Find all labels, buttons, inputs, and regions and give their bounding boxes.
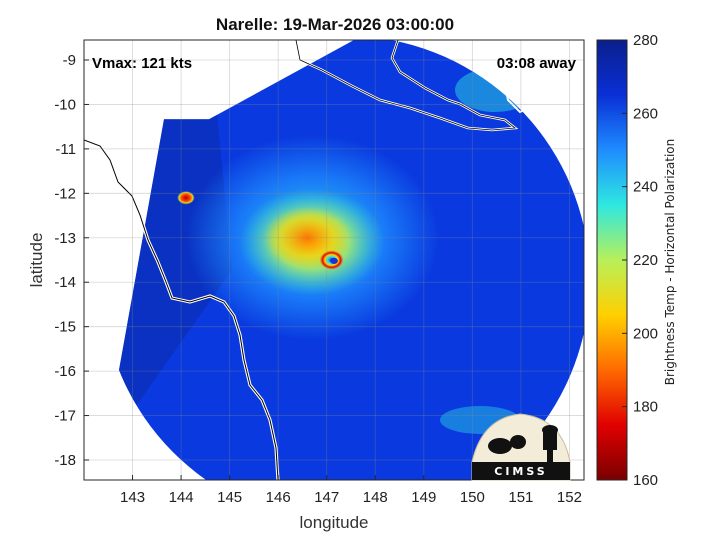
y-tick-label: -12 [54, 185, 76, 202]
chart-title: Narelle: 19-Mar-2026 03:00:00 [216, 15, 454, 34]
eye [330, 257, 338, 264]
x-tick-label: 149 [411, 489, 436, 506]
y-axis-ticks: -9 -10 -11 -12 -13 -14 -15 -16 -17 -18 [54, 52, 89, 469]
coastline-inner [84, 139, 279, 480]
y-tick-label: -15 [54, 319, 76, 336]
colorbar-tick-label: 240 [633, 179, 658, 196]
colorbar-tick-label: 160 [633, 472, 658, 489]
y-tick-label: -11 [55, 141, 76, 158]
y-tick-label: -13 [54, 230, 76, 247]
x-axis-ticks: 143 144 145 146 147 148 149 150 151 152 [120, 475, 582, 506]
y-axis-label: latitude [27, 233, 46, 288]
cimss-logo: CIMSS [471, 413, 571, 481]
plot-frame [83, 39, 585, 481]
x-tick-label: 144 [169, 489, 194, 506]
x-tick-label: 148 [363, 489, 388, 506]
x-tick-label: 151 [508, 489, 533, 506]
colorbar-label: Brightness Temp - Horizontal Polarizatio… [663, 139, 677, 386]
gridlines [84, 40, 584, 480]
y-tick-label: -9 [63, 52, 76, 69]
y-tick-label: -14 [54, 274, 76, 291]
x-tick-label: 152 [557, 489, 582, 506]
x-tick-label: 146 [266, 489, 291, 506]
x-tick-label: 150 [460, 489, 485, 506]
colorbar-tick-label: 180 [633, 399, 658, 416]
x-tick-label: 147 [314, 489, 339, 506]
colorbar-tick-label: 260 [633, 105, 658, 122]
plot-area [84, 40, 584, 480]
isolated-cell [177, 191, 195, 205]
y-tick-label: -17 [54, 408, 76, 425]
colorbar: 280 260 240 220 200 180 160 Brightness Temp - … [596, 32, 677, 489]
y-tick-label: -10 [54, 96, 76, 113]
vmax-annotation: Vmax: 121 kts [92, 55, 192, 72]
time-away-annotation: 03:08 away [497, 55, 577, 72]
colorbar-ticks: 280 260 240 220 200 180 160 [622, 32, 658, 489]
x-axis-label: longitude [299, 513, 368, 532]
northern-coastline-inner [295, 40, 517, 131]
island-coastline [503, 82, 530, 114]
x-tick-label: 145 [217, 489, 242, 506]
x-tick-label: 143 [120, 489, 145, 506]
y-tick-label: -16 [54, 363, 76, 380]
y-tick-label: -18 [54, 452, 76, 469]
colorbar-tick-label: 280 [633, 32, 658, 49]
colorbar-tick-label: 200 [633, 325, 658, 342]
colorbar-tick-label: 220 [633, 252, 658, 269]
cimss-logo-text: CIMSS [494, 465, 547, 478]
